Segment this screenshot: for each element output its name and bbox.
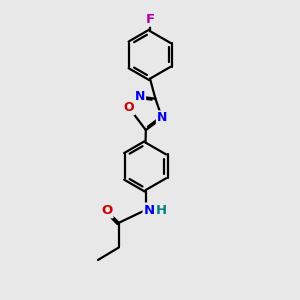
Text: N: N [135,90,145,103]
Text: F: F [146,13,154,26]
Text: O: O [101,204,112,218]
Text: O: O [124,101,134,114]
Text: H: H [155,203,167,217]
Text: N: N [143,203,155,217]
Text: N: N [157,111,167,124]
